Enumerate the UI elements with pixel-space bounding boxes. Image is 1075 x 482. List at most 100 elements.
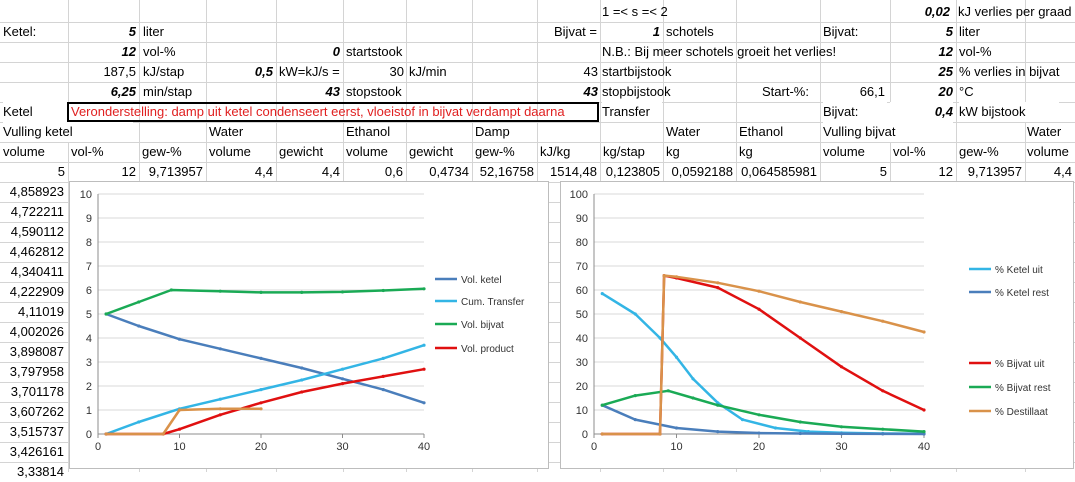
ketel-vol-pct[interactable]: 12 (121, 44, 136, 59)
temp-unit[interactable]: °C (959, 84, 974, 99)
loss-per-degree-value[interactable]: 0,02 (924, 4, 950, 19)
value-volume[interactable]: 5 (57, 164, 65, 179)
col-a-cell[interactable]: 4,222909 (9, 284, 64, 299)
subheader-ethanol-gewicht[interactable]: gewicht (409, 144, 454, 159)
bijvat-eq-label[interactable]: Bijvat = (554, 24, 597, 39)
vulling-bijvat-header[interactable]: Vulling bijvat (823, 122, 953, 142)
volume-chart[interactable]: 0 1 2 3 4 5 6 7 8 9 10 0 10 20 30 40 Vol. ketel Cum. Tran… (69, 181, 549, 469)
ethanol-header[interactable]: Ethanol (346, 124, 391, 139)
start-pct-value[interactable]: 66,1 (859, 84, 885, 99)
verlies-pct-label[interactable]: % verlies in bijvat (959, 64, 1060, 79)
subheader-water-volume[interactable]: volume (209, 144, 251, 159)
kw-value[interactable]: 0,5 (254, 64, 273, 79)
ketel-unit[interactable]: liter (143, 24, 164, 39)
stopbijstook-label[interactable]: stopbijstook (602, 84, 671, 99)
kj-stap-value[interactable]: 187,5 (103, 64, 136, 79)
bijvat-vol-pct[interactable]: 12 (938, 44, 953, 59)
subheader-bijvat-water-volume[interactable]: volume (1027, 144, 1069, 159)
subheader-damp-gew-pct[interactable]: gew-% (475, 144, 515, 159)
value-ethanol-volume[interactable]: 0,6 (384, 164, 403, 179)
schotels-label[interactable]: schotels (666, 24, 714, 39)
assumption-note[interactable]: Veronderstelling: damp uit ketel condens… (67, 102, 599, 122)
s-range-cell[interactable]: 1 =< s =< 2 (602, 4, 668, 19)
temp-value[interactable]: 20 (938, 84, 953, 99)
stopbijstook-value[interactable]: 43 (583, 84, 598, 99)
value-water-kg[interactable]: 0,0592188 (671, 164, 733, 179)
ketel-heading[interactable]: Ketel (3, 102, 67, 122)
col-a-cell[interactable]: 4,11019 (17, 304, 64, 319)
subheader-bijvat-volume[interactable]: volume (823, 144, 865, 159)
bijstook-label[interactable]: kW bijstook (959, 102, 1059, 122)
schotels-value[interactable]: 1 (652, 24, 660, 39)
value-bijvat-gew-pct[interactable]: 9,713957 (967, 164, 1022, 179)
bijstook-value[interactable]: 0,4 (890, 102, 953, 122)
subheader-vol-pct[interactable]: vol-% (71, 144, 104, 159)
startbijstook-value[interactable]: 43 (583, 64, 598, 79)
startstook-label[interactable]: startstook (346, 44, 403, 59)
subheader-water-gewicht[interactable]: gewicht (279, 144, 324, 159)
col-a-cell[interactable]: 4,590112 (10, 224, 64, 239)
start-pct-label[interactable]: Start-%: (762, 84, 809, 99)
bijvat-label[interactable]: Bijvat: (823, 24, 859, 39)
startbijstook-label[interactable]: startbijstook (602, 64, 672, 79)
verlies-pct-value[interactable]: 25 (938, 64, 953, 79)
col-a-cell[interactable]: 3,515737 (9, 424, 64, 439)
col-a-cell[interactable]: 3,607262 (9, 404, 64, 419)
value-damp-gew-pct[interactable]: 52,16758 (479, 164, 534, 179)
subheader-kj-kg[interactable]: kJ/kg (540, 144, 571, 159)
subheader-gew-pct[interactable]: gew-% (142, 144, 182, 159)
ketel-label[interactable]: Ketel: (3, 24, 37, 39)
col-a-cell[interactable]: 3,426161 (9, 444, 64, 459)
subheader-kg-stap[interactable]: kg/stap (603, 144, 645, 159)
subheader-ethanol-volume[interactable]: volume (346, 144, 388, 159)
value-kj-kg[interactable]: 1514,48 (550, 164, 597, 179)
col-a-cell[interactable]: 3,701178 (10, 384, 64, 399)
value-bijvat-vol-pct[interactable]: 12 (938, 164, 953, 179)
stopstook-value[interactable]: 43 (325, 84, 340, 99)
ketel-volume[interactable]: 5 (128, 24, 136, 39)
value-ethanol-gewicht[interactable]: 0,4734 (429, 164, 469, 179)
water-header[interactable]: Water (209, 124, 244, 139)
transfer-heading[interactable]: Transfer (602, 102, 662, 122)
subheader-ethanol-kg[interactable]: kg (739, 144, 753, 159)
value-kg-stap[interactable]: 0,123805 (605, 164, 660, 179)
percentage-chart[interactable]: 0 10 20 30 40 50 60 70 80 90 100 0 10 20 30 40 % Ketel u… (560, 181, 1074, 469)
col-a-cell[interactable]: 3,797958 (9, 364, 64, 379)
vulling-ketel-header[interactable]: Vulling ketel (3, 122, 133, 142)
col-a-cell[interactable]: 4,858923 (9, 184, 64, 199)
col-a-cell[interactable]: 4,722211 (10, 204, 64, 219)
bijvat-unit[interactable]: liter (959, 24, 980, 39)
value-bijvat-water-volume[interactable]: 4,4 (1053, 164, 1072, 179)
kj-min-value[interactable]: 30 (389, 64, 404, 79)
kj-min-unit[interactable]: kJ/min (409, 64, 447, 79)
col-a-cell[interactable]: 4,462812 (9, 244, 64, 259)
col-a-cell[interactable]: 4,340411 (10, 264, 64, 279)
bijvat-vol-pct-unit[interactable]: vol-% (959, 44, 992, 59)
min-stap-unit[interactable]: min/stap (143, 84, 193, 99)
value-ethanol-kg[interactable]: 0,064585981 (741, 164, 817, 179)
min-stap-value[interactable]: 6,25 (110, 84, 136, 99)
subheader-volume[interactable]: volume (3, 144, 45, 159)
kw-label[interactable]: kW=kJ/s = (279, 64, 340, 79)
loss-per-degree-unit[interactable]: kJ verlies per graad (958, 4, 1072, 19)
col-a-cell[interactable]: 3,33814 (17, 464, 64, 479)
value-water-volume[interactable]: 4,4 (254, 164, 273, 179)
bijvat-volume[interactable]: 5 (945, 24, 953, 39)
col-a-cell[interactable]: 3,898087 (9, 344, 64, 359)
subheader-bijvat-gew-pct[interactable]: gew-% (959, 144, 999, 159)
bijvat-bijstook-label[interactable]: Bijvat: (823, 102, 887, 122)
water-header-2[interactable]: Water (666, 124, 701, 139)
value-bijvat-volume[interactable]: 5 (879, 164, 887, 179)
col-a-cell[interactable]: 4,002026 (9, 324, 64, 339)
startstook-value[interactable]: 0 (332, 44, 340, 59)
value-water-gewicht[interactable]: 4,4 (321, 164, 340, 179)
value-vol-pct[interactable]: 12 (121, 164, 136, 179)
subheader-water-kg[interactable]: kg (666, 144, 680, 159)
damp-header[interactable]: Damp (475, 124, 510, 139)
subheader-bijvat-vol-pct[interactable]: vol-% (893, 144, 926, 159)
nb-note[interactable]: N.B.: Bij meer schotels groeit het verli… (602, 44, 837, 59)
kj-stap-unit[interactable]: kJ/stap (143, 64, 185, 79)
value-gew-pct[interactable]: 9,713957 (148, 164, 203, 179)
stopstook-label[interactable]: stopstook (346, 84, 402, 99)
ethanol-header-2[interactable]: Ethanol (739, 124, 784, 139)
